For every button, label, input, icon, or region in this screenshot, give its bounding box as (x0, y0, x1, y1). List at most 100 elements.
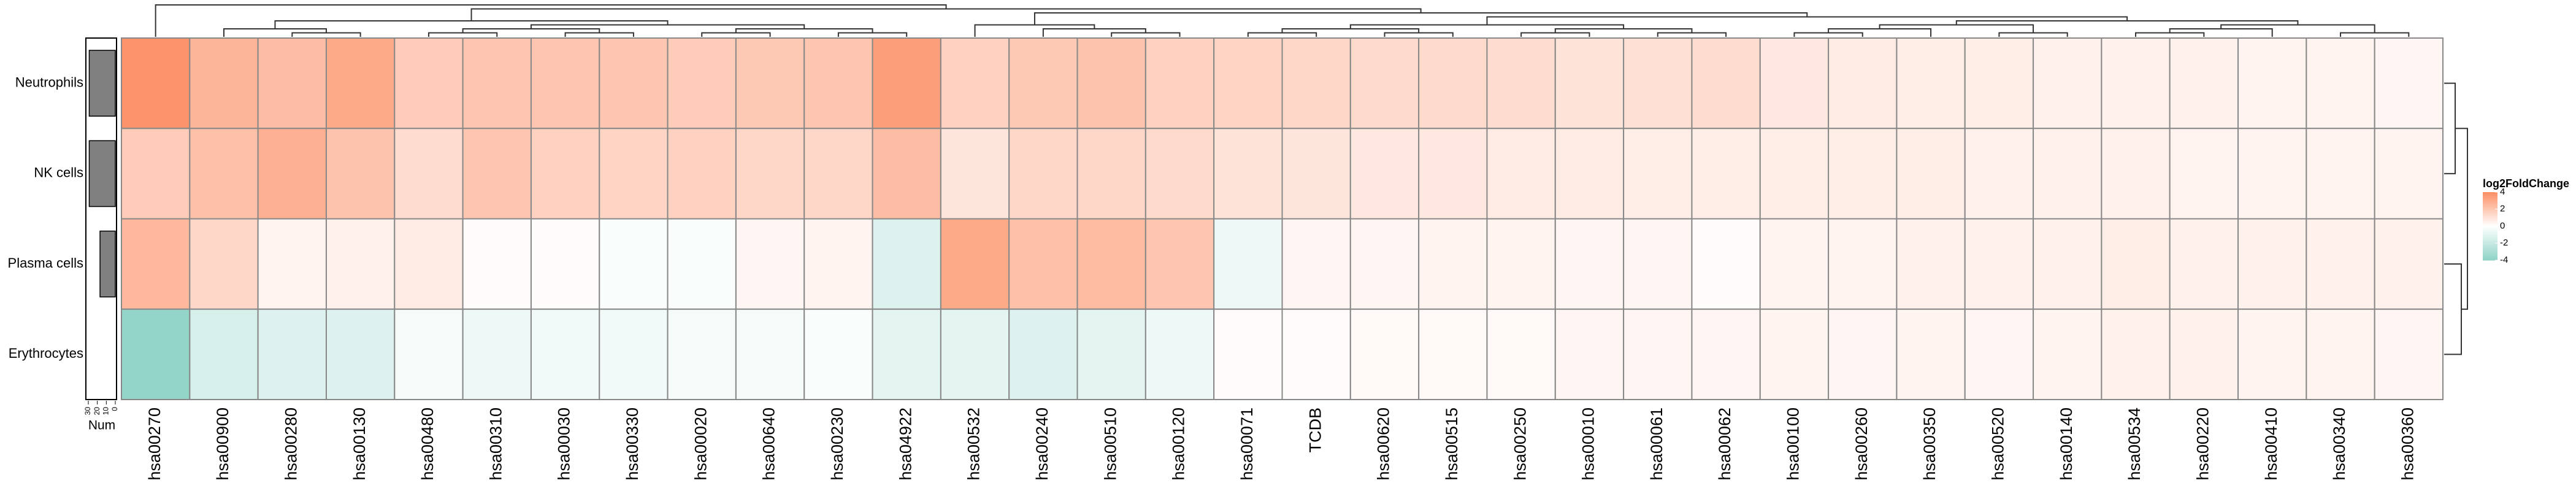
heatmap-cell (1213, 308, 1283, 400)
legend-tick-label: 2 (2500, 204, 2505, 214)
column-label: hsa00140 (2057, 408, 2076, 481)
heatmap-cell (1964, 308, 2034, 400)
legend-swatch (2483, 222, 2497, 225)
heatmap-cell (1486, 308, 1556, 400)
heatmap-cell (1896, 128, 1966, 220)
heatmap-cell (189, 308, 259, 400)
heatmap-cell (1691, 37, 1761, 130)
heatmap-cell (872, 128, 941, 220)
heatmap-cell (2374, 128, 2444, 220)
annotation-bar (99, 230, 116, 298)
heatmap-cell (1691, 218, 1761, 310)
heatmap-cell (462, 218, 532, 310)
column-label: hsa00350 (1920, 408, 1939, 481)
heatmap-cell (1554, 128, 1625, 220)
legend-swatch (2483, 193, 2497, 196)
dendrogram-link (1998, 32, 2068, 37)
heatmap-cell (1623, 128, 1693, 220)
heatmap-cell (530, 308, 600, 400)
legend-swatch (2483, 245, 2497, 247)
heatmap-cell (1828, 128, 1898, 220)
heatmap-cell (530, 218, 600, 310)
heatmap-cell (1213, 128, 1283, 220)
heatmap-cell (1691, 128, 1761, 220)
heatmap-cell (1964, 218, 2034, 310)
dendrogram-link (1384, 32, 1454, 37)
legend-swatch (2483, 192, 2497, 195)
column-label: hsa00532 (965, 408, 983, 481)
column-label: hsa00230 (828, 408, 846, 481)
column-label: hsa00620 (1374, 408, 1393, 481)
legend-swatch (2483, 211, 2497, 213)
heatmap-cell (189, 218, 259, 310)
legend-swatch (2483, 250, 2497, 252)
heatmap-cell (2169, 37, 2239, 130)
dendrogram-link (291, 32, 361, 37)
heatmap-cell (2033, 308, 2103, 400)
heatmap-cell (803, 218, 873, 310)
heatmap-cell (2374, 37, 2444, 130)
heatmap-cell (2237, 308, 2307, 400)
legend-swatch (2483, 204, 2497, 206)
legend-swatch (2483, 230, 2497, 232)
heatmap-cell (325, 37, 396, 130)
heatmap-cell (1144, 37, 1215, 130)
heatmap-cell (1418, 218, 1488, 310)
heatmap-cell (325, 218, 396, 310)
heatmap-cell (2033, 218, 2103, 310)
heatmap-cell (1008, 128, 1078, 220)
heatmap-cell (2033, 128, 2103, 220)
legend-tick-label: -4 (2500, 255, 2508, 265)
legend-tick-label: 0 (2500, 220, 2505, 231)
heatmap-cell (394, 308, 464, 400)
heatmap-cell (1349, 218, 1420, 310)
column-label: hsa00480 (418, 408, 437, 481)
dendrogram (155, 4, 2468, 355)
row-label: NK cells (34, 165, 83, 180)
dendrogram-link (837, 32, 908, 37)
heatmap-cell (189, 37, 259, 130)
legend-tick-label: -2 (2500, 238, 2508, 248)
heatmap-cell (1076, 128, 1146, 220)
column-label: hsa00240 (1033, 408, 1051, 481)
column-label: hsa00515 (1443, 408, 1461, 481)
heatmap-cell (667, 37, 737, 130)
heatmap-cell (121, 218, 191, 310)
legend-swatch (2483, 258, 2497, 261)
heatmap-cell (2169, 218, 2239, 310)
heatmap-cell (1554, 308, 1625, 400)
heatmap-cell (1623, 218, 1693, 310)
dendrogram-link (470, 8, 1422, 21)
heatmap-cell (1008, 37, 1078, 130)
legend-swatch (2483, 224, 2497, 226)
heatmap-cell (1076, 308, 1146, 400)
heatmap-cell (1759, 37, 1830, 130)
heatmap-cell (1076, 218, 1146, 310)
heatmap-cell (462, 37, 532, 130)
legend-swatch (2483, 246, 2497, 249)
heatmap-cell (1418, 37, 1488, 130)
annotation-tick-label: 30 (83, 407, 92, 416)
legend-swatch (2483, 217, 2497, 220)
dendrogram-link (1247, 32, 1317, 37)
dendrogram-link (974, 24, 1095, 37)
column-label: hsa00520 (1989, 408, 2007, 481)
column-label: hsa00062 (1715, 408, 1734, 481)
annotation-title: Num (88, 419, 115, 433)
heatmap-cell (1008, 218, 1078, 310)
heatmap-cell (394, 37, 464, 130)
legend-swatch (2483, 234, 2497, 237)
heatmap-cell (940, 308, 1010, 400)
heatmap-cell (1691, 308, 1761, 400)
row-label: Neutrophils (15, 74, 83, 90)
heatmap-cell (599, 308, 669, 400)
column-label: hsa00330 (623, 408, 642, 481)
heatmap-cell (1759, 308, 1830, 400)
column-label: hsa00360 (2398, 408, 2417, 481)
annotation-bar (88, 140, 116, 207)
heatmap-cell (803, 37, 873, 130)
row-label: Erythrocytes (9, 346, 83, 361)
heatmap-cell (2101, 308, 2171, 400)
heatmap-cell (121, 308, 191, 400)
heatmap-cell (2101, 218, 2171, 310)
